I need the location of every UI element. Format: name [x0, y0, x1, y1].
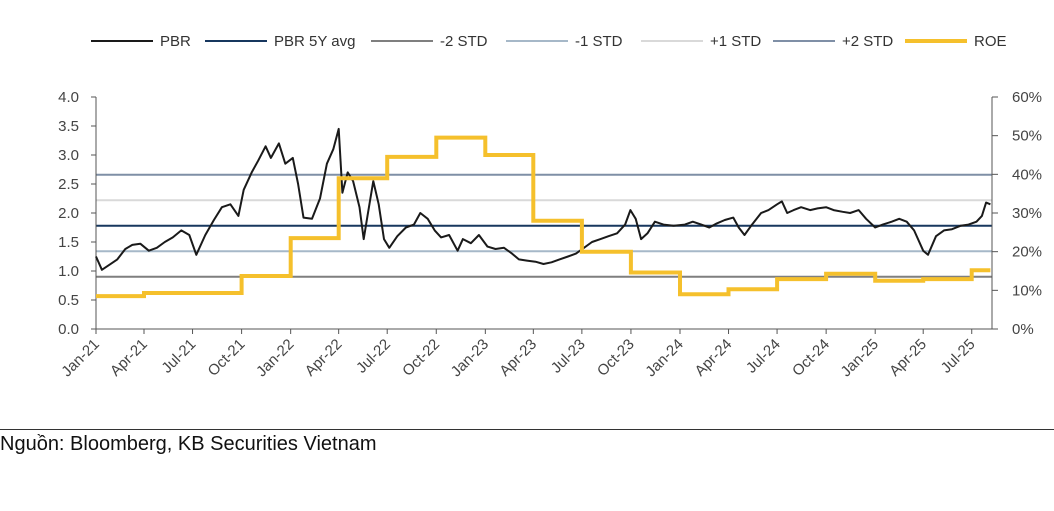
x-tick-label: Oct-21: [205, 336, 249, 380]
x-tick-label: Jul-22: [353, 336, 394, 377]
series-layer: [95, 127, 991, 299]
legend-item-roe: ROE: [905, 33, 1007, 50]
legend-label-roe: ROE: [974, 33, 1007, 50]
x-tick-label: Jan-22: [253, 336, 297, 380]
legend-item-plus1-std: +1 STD: [641, 33, 761, 50]
x-tick-label: Jul-24: [743, 336, 784, 377]
legend-item-minus-1-std: -1 STD: [506, 33, 623, 50]
source-note: Nguồn: Bloomberg, KB Securities Vietnam: [0, 433, 377, 455]
x-tick-label: Jul-25: [938, 336, 979, 377]
y-left-tick-label: 2.5: [58, 176, 79, 193]
x-tick-label: Oct-22: [399, 336, 443, 380]
y-left-tick-label: 3.0: [58, 147, 79, 164]
legend-item-pbr: PBR: [91, 33, 191, 50]
y-left-tick-label: 1.5: [58, 234, 79, 251]
x-tick-label: Apr-22: [302, 336, 346, 380]
legend-item-plus2-std: +2 STD: [773, 33, 893, 50]
y-right-tick-label: 20%: [1012, 244, 1042, 261]
reference-lines: [96, 173, 992, 278]
y-right-tick-label: 10%: [1012, 282, 1042, 299]
x-tick-label: Oct-23: [594, 336, 638, 380]
x-tick-label: Jan-25: [838, 336, 882, 380]
legend-item-minus-2-std: -2 STD: [371, 33, 488, 50]
x-tick-label: Apr-24: [691, 336, 735, 380]
legend-label-pbr: PBR: [160, 33, 191, 50]
x-tick-label: Jul-21: [158, 336, 199, 377]
legend-label-pbr-5y-avg: PBR 5Y avg: [274, 33, 355, 50]
legend-label-plus1-std: +1 STD: [710, 33, 761, 50]
x-tick-label: Jan-23: [448, 336, 492, 380]
y-right-tick-label: 50%: [1012, 128, 1042, 145]
y-left-tick-label: 0.5: [58, 292, 79, 309]
x-tick-label: Apr-23: [496, 336, 540, 380]
y-right-tick-label: 0%: [1012, 321, 1034, 338]
legend: PBR PBR 5Y avg -2 STD -1 STD +1 STD +2 STD ROE: [91, 33, 1007, 50]
x-tick-label: Oct-24: [789, 336, 833, 380]
y-left-tick-label: 0.0: [58, 321, 79, 338]
series-roe: [96, 135, 991, 299]
x-tick-label: Apr-21: [107, 336, 151, 380]
y-right-tick-label: 30%: [1012, 205, 1042, 222]
y-left-tick-label: 1.0: [58, 263, 79, 280]
legend-label-minus-2-std: -2 STD: [440, 33, 488, 50]
x-tick-label: Jul-23: [548, 336, 589, 377]
legend-item-pbr-5y-avg: PBR 5Y avg: [205, 33, 355, 50]
y-right-tick-label: 40%: [1012, 166, 1042, 183]
legend-label-plus2-std: +2 STD: [842, 33, 893, 50]
y-left-tick-label: 4.0: [58, 89, 79, 106]
y-left-tick-label: 3.5: [58, 118, 79, 135]
legend-label-minus-1-std: -1 STD: [575, 33, 623, 50]
x-tick-label: Jan-24: [642, 336, 686, 380]
source-divider: [0, 429, 1054, 430]
x-tick-label: Apr-25: [886, 336, 930, 380]
x-tick-label: Jan-21: [58, 336, 102, 380]
y-left-tick-label: 2.0: [58, 205, 79, 222]
series-pbr: [95, 127, 991, 271]
y-right-tick-label: 60%: [1012, 89, 1042, 106]
